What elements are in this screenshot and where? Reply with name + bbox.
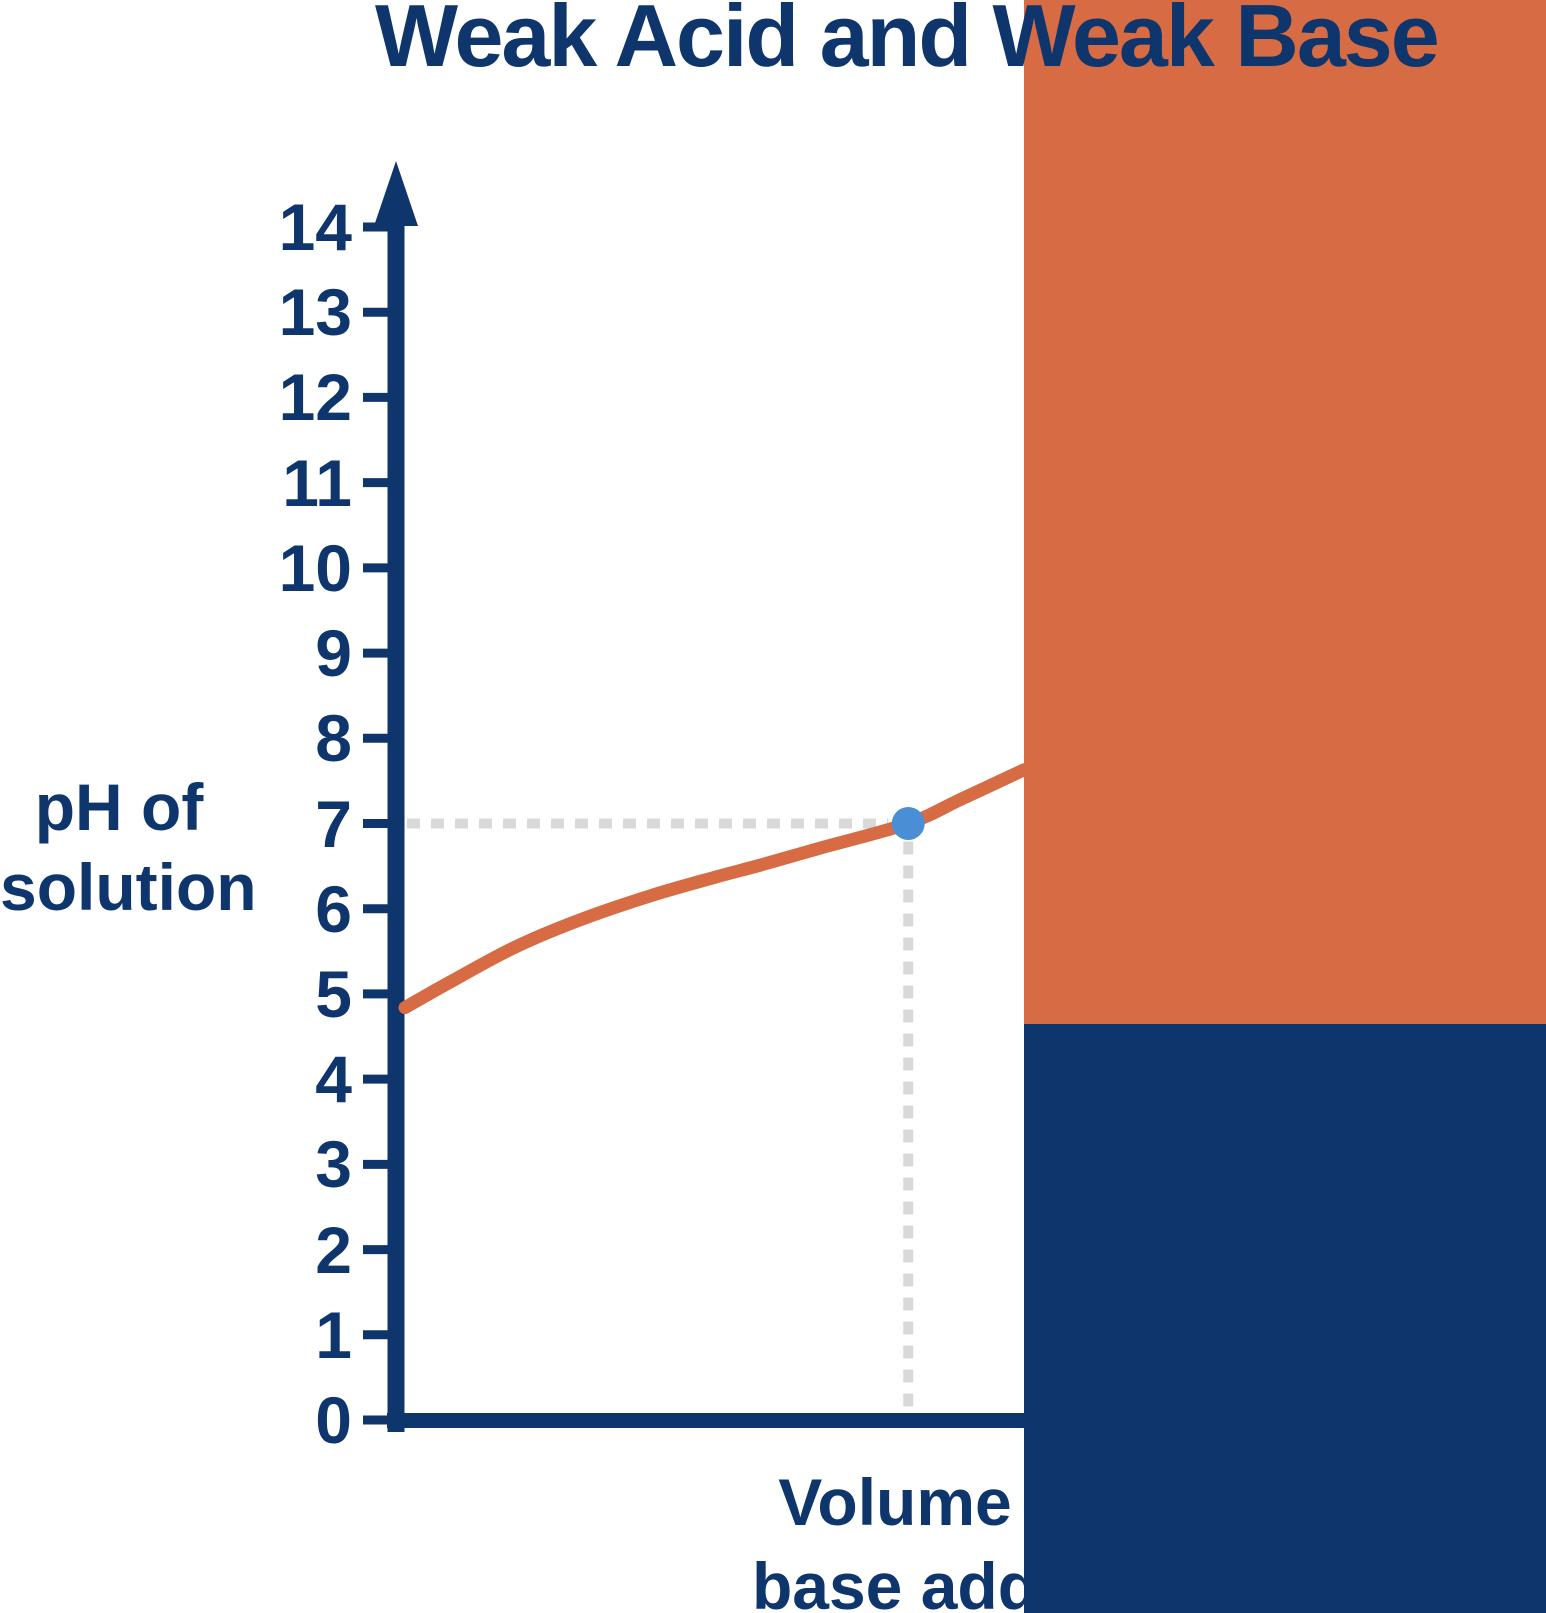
- y-tick-label: 0: [315, 1383, 352, 1457]
- y-tick-label: 5: [315, 956, 352, 1031]
- y-tick-label: 1: [315, 1297, 352, 1372]
- orange-decor-block: [1024, 0, 1546, 1024]
- x-axis-label-line2: base add: [751, 1549, 1039, 1613]
- y-tick-marks: [363, 222, 391, 1425]
- y-tick-label: 3: [315, 1127, 352, 1202]
- y-tick-label: 7: [315, 786, 352, 861]
- titration-curve: [398, 763, 1031, 1015]
- y-tick-label: 13: [278, 275, 352, 350]
- y-tick-label: 9: [315, 616, 352, 691]
- y-tick-label: 8: [315, 701, 352, 776]
- x-axis-label-line1: Volume: [778, 1465, 1012, 1539]
- y-tick-label: 12: [278, 360, 352, 435]
- y-axis-arrowhead-icon: [374, 161, 418, 226]
- x-axis-label: Volume base add: [645, 1460, 1145, 1613]
- y-axis-label: pH of solution: [0, 767, 257, 927]
- y-axis-label-line1: pH of: [34, 770, 204, 844]
- navy-decor-block: [1024, 1024, 1546, 1613]
- equivalence-point-dot: [891, 807, 925, 841]
- y-tick-label: 2: [315, 1212, 352, 1287]
- y-tick-label: 14: [278, 190, 352, 264]
- y-tick-label: 10: [278, 530, 352, 605]
- y-tick-label: 4: [315, 1042, 352, 1117]
- y-tick-label: 11: [282, 445, 352, 520]
- y-axis-label-line2: solution: [0, 850, 257, 924]
- chart-title: Weak Acid and Weak Base: [375, 0, 1440, 85]
- y-tick-label: 6: [315, 871, 352, 946]
